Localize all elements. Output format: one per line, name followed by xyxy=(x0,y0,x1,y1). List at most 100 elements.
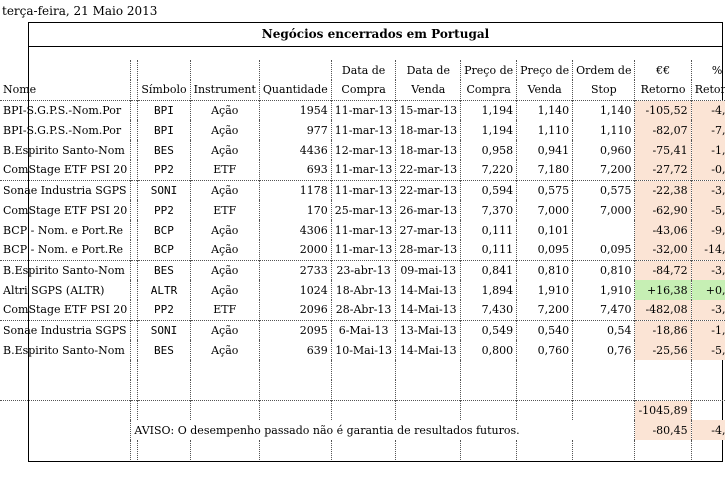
cell-simbolo: BCP xyxy=(137,220,191,240)
cell-preco-venda: 1,110 xyxy=(516,120,574,140)
cell-nome: BCP - Nom. e Port.Re xyxy=(0,220,132,240)
cell-instrumento: Ação xyxy=(190,240,260,260)
cell-blank xyxy=(259,380,332,400)
cell-blank xyxy=(516,380,574,400)
table-row: Sonae Industria SGPS SONI Ação 2095 6-Mai-13… xyxy=(0,319,725,340)
cell-retorno-eur: -482,08 xyxy=(634,300,692,320)
cell-simbolo: PP2 xyxy=(137,300,191,320)
cell-data-venda: 22-mar-13 xyxy=(395,179,462,200)
cell-blank xyxy=(516,399,574,420)
cell-blank xyxy=(130,220,139,240)
cell-retorno-eur: -22,38 xyxy=(634,179,692,200)
cell-blank xyxy=(0,380,132,400)
cell-nome: B.Espirito Santo-Nom xyxy=(0,140,132,160)
cell-stop: 1,910 xyxy=(572,280,636,300)
cell-simbolo: PP2 xyxy=(137,200,191,220)
header-cell: Nome xyxy=(0,80,132,100)
cell-simbolo: BES xyxy=(137,140,191,160)
cell-blank xyxy=(572,380,636,400)
cell-retorno-eur: -75,41 xyxy=(634,140,692,160)
cell-preco-compra: 7,370 xyxy=(460,200,518,220)
cell-blank xyxy=(130,160,139,180)
cell-blank xyxy=(572,360,636,380)
cell-preco-venda: 7,200 xyxy=(516,300,574,320)
cell-data-compra: 11-mar-13 xyxy=(331,160,397,180)
header-cell: Data de xyxy=(395,60,462,80)
cell-instrumento: ETF xyxy=(190,200,260,220)
cell-data-venda: 22-mar-13 xyxy=(395,160,462,180)
cell-blank xyxy=(130,300,139,320)
cell-retorno-pct: +0,84 xyxy=(691,280,725,300)
cell-blank xyxy=(137,440,191,460)
cell-blank xyxy=(395,399,462,420)
cell-simbolo: BES xyxy=(137,259,191,280)
header-cell: Compra xyxy=(460,80,518,100)
cell-stop: 0,810 xyxy=(572,259,636,280)
cell-data-compra: 12-mar-13 xyxy=(331,140,397,160)
cell-nome: BCP - Nom. e Port.Re xyxy=(0,240,132,260)
cell-preco-compra: 1,194 xyxy=(460,120,518,140)
header-cell xyxy=(130,60,139,80)
cell-simbolo: BES xyxy=(137,340,191,360)
cell-blank xyxy=(259,360,332,380)
cell-blank xyxy=(691,440,725,460)
cell-retorno-pct: -4,52 xyxy=(691,99,725,120)
cell-data-compra: 11-mar-13 xyxy=(331,99,397,120)
cell-instrumento: ETF xyxy=(190,160,260,180)
cell-blank xyxy=(137,399,191,420)
cell-quantidade: 2000 xyxy=(259,240,332,260)
table-row: B.Espirito Santo-Nom BES Ação 4436 12-mar-13… xyxy=(0,140,725,160)
cell-preco-venda: 0,810 xyxy=(516,259,574,280)
disclaimer-text: AVISO: O desempenho passado não é garant… xyxy=(130,420,636,440)
cell-blank xyxy=(0,440,132,460)
header-cell xyxy=(259,60,332,80)
cell-preco-venda: 7,000 xyxy=(516,200,574,220)
cell-blank xyxy=(190,380,260,400)
cell-instrumento: Ação xyxy=(190,220,260,240)
cell-nome: BPI-S.G.P.S.-Nom.Por xyxy=(0,120,132,140)
cell-blank xyxy=(259,440,332,460)
total-eur: -1045,89 xyxy=(634,399,692,420)
table-row: BCP - Nom. e Port.Re BCP Ação 4306 11-mar-13… xyxy=(0,220,725,240)
cell-preco-compra: 7,220 xyxy=(460,160,518,180)
table-row: Sonae Industria SGPS SONI Ação 1178 11-mar-1… xyxy=(0,179,725,200)
header-cell: Venda xyxy=(395,80,462,100)
cell-quantidade: 977 xyxy=(259,120,332,140)
header-cell xyxy=(130,80,139,100)
cell-blank xyxy=(395,440,462,460)
cell-blank xyxy=(331,399,397,420)
cell-retorno-eur: -43,06 xyxy=(634,220,692,240)
cell-blank xyxy=(460,360,518,380)
cell-simbolo: PP2 xyxy=(137,160,191,180)
average-pct: -4,47 xyxy=(691,420,725,440)
date-label: terça-feira, 21 Maio 2013 xyxy=(2,4,158,18)
table-row xyxy=(0,440,725,460)
cell-retorno-eur: -105,52 xyxy=(634,99,692,120)
cell-stop: 0,960 xyxy=(572,140,636,160)
table-row: BPI-S.G.P.S.-Nom.Por BPI Ação 977 11-mar-13 1… xyxy=(0,120,725,140)
cell-quantidade: 2095 xyxy=(259,319,332,340)
cell-data-compra: 23-abr-13 xyxy=(331,259,397,280)
cell-data-compra: 11-mar-13 xyxy=(331,120,397,140)
cell-stop: 0,575 xyxy=(572,179,636,200)
header-cell: Retorno xyxy=(691,80,725,100)
cell-simbolo: BCP xyxy=(137,240,191,260)
cell-quantidade: 2096 xyxy=(259,300,332,320)
cell-blank xyxy=(572,399,636,420)
cell-blank xyxy=(395,380,462,400)
cell-preco-venda: 0,101 xyxy=(516,220,574,240)
cell-blank xyxy=(130,340,139,360)
cell-quantidade: 4306 xyxy=(259,220,332,240)
cell-nome: Sonae Industria SGPS xyxy=(0,179,132,200)
cell-data-compra: 11-mar-13 xyxy=(331,179,397,200)
cell-retorno-pct: -1,77 xyxy=(691,140,725,160)
cell-simbolo: ALTR xyxy=(137,280,191,300)
header-cell: Venda xyxy=(516,80,574,100)
cell-preco-venda: 0,575 xyxy=(516,179,574,200)
cell-retorno-eur: -84,72 xyxy=(634,259,692,280)
cell-preco-compra: 7,430 xyxy=(460,300,518,320)
table-row: ComStage ETF PSI 20 PP2 ETF 170 25-mar-13 26-… xyxy=(0,200,725,220)
header-cell: Símbolo xyxy=(137,80,191,100)
table-row: BPI-S.G.P.S.-Nom.Por BPI Ação 1954 11-mar-13… xyxy=(0,99,725,120)
table-row: B.Espirito Santo-Nom BES Ação 639 10-Mai-13 1… xyxy=(0,340,725,360)
